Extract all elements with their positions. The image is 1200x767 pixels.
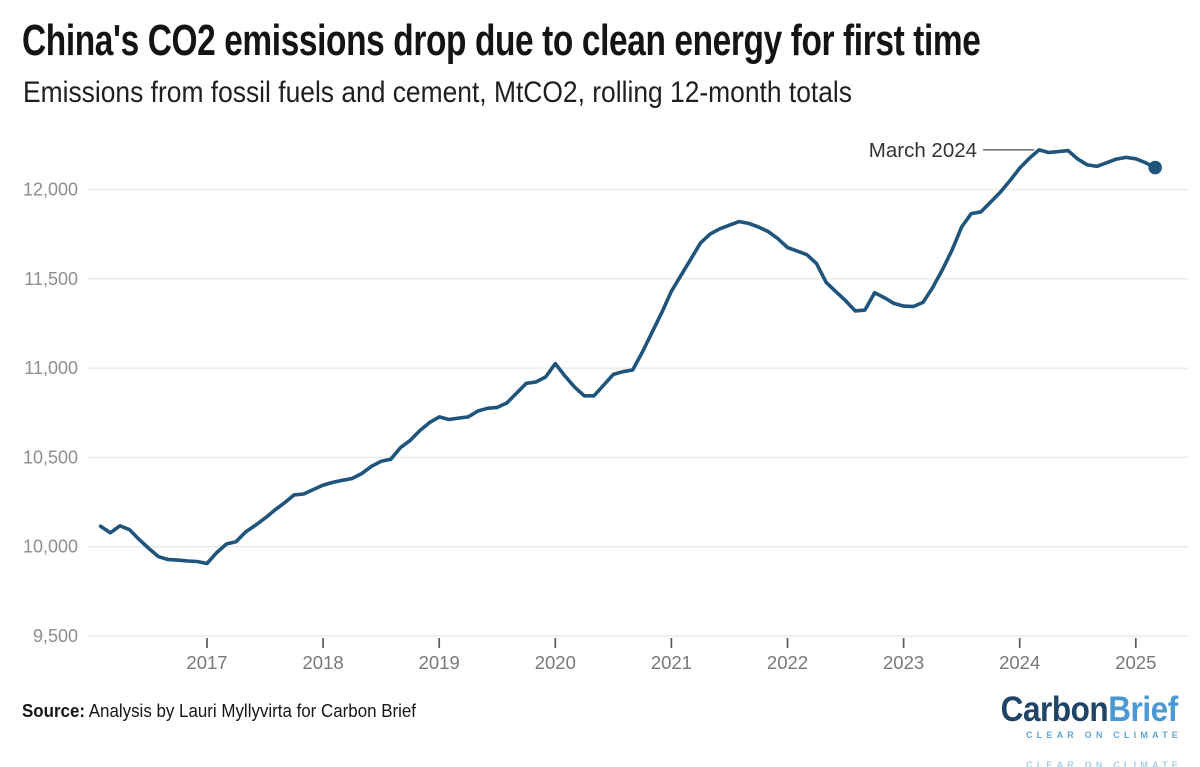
carbonbrief-logo: CarbonBrief CLEAR ON CLIMATE <box>981 690 1179 740</box>
source-note: Source: Analysis by Lauri Myllyvirta for… <box>22 701 416 722</box>
y-tick-label-10500: 10,500 <box>23 447 78 467</box>
page-subtitle: Emissions from fossil fuels and cement, … <box>23 76 852 109</box>
logo-tagline: CLEAR ON CLIMATE <box>1025 730 1182 740</box>
page-title: China's CO2 emissions drop due to clean … <box>22 16 981 65</box>
y-tick-label-12000: 12,000 <box>23 180 78 200</box>
x-tick-label-2020: 2020 <box>535 652 576 673</box>
source-label: Source: <box>22 701 86 721</box>
x-tick-label-2025: 2025 <box>1115 652 1156 673</box>
cutoff-tagline-strip: CLEAR ON CLIMATE <box>1026 760 1178 767</box>
x-tick-label-2024: 2024 <box>999 652 1040 673</box>
cutoff-tagline-text: CLEAR ON CLIMATE <box>1025 760 1178 767</box>
y-tick-label-10000: 10,000 <box>23 537 78 557</box>
y-tick-label-11500: 11,500 <box>24 269 78 289</box>
x-tick-label-2019: 2019 <box>419 652 460 673</box>
x-tick-label-2022: 2022 <box>767 652 808 673</box>
logo-brief-text: Brief <box>1108 690 1178 729</box>
x-tick-label-2021: 2021 <box>651 652 692 673</box>
x-tick-label-2017: 2017 <box>186 652 227 673</box>
annotation-label: March 2024 <box>869 139 977 162</box>
x-tick-label-2018: 2018 <box>303 652 344 673</box>
source-text: Analysis by Lauri Myllyvirta for Carbon … <box>85 701 417 721</box>
y-tick-label-11000: 11,000 <box>24 358 78 378</box>
logo-carbon-text: Carbon <box>1000 690 1109 729</box>
emissions-line <box>98 148 1157 566</box>
y-tick-label-9500: 9,500 <box>33 626 78 646</box>
carbonbrief-wordmark: CarbonBrief <box>1000 690 1179 729</box>
end-point-marker <box>1148 160 1162 175</box>
x-tick-label-2023: 2023 <box>883 652 924 673</box>
